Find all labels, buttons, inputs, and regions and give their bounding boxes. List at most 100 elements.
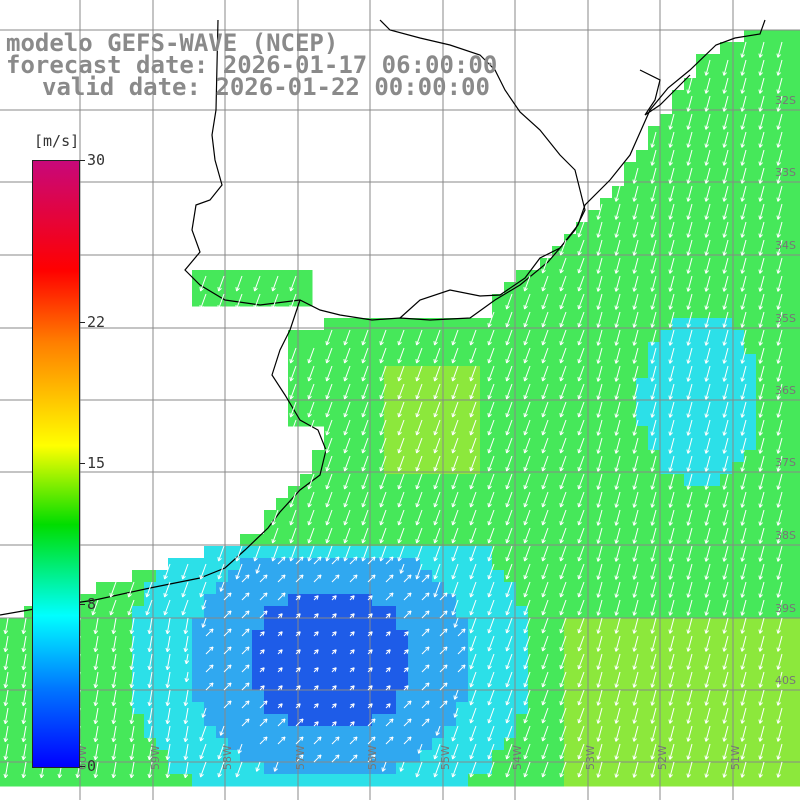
wind-arrow (271, 527, 279, 544)
wind-arrow (722, 689, 729, 706)
wind-cell (480, 594, 493, 607)
wind-cell (108, 666, 121, 679)
wind-cell (300, 546, 313, 559)
wind-arrow (740, 761, 747, 778)
wind-cell (228, 702, 241, 715)
wind-cell (528, 642, 541, 655)
wind-arrow (541, 599, 549, 616)
wind-cell (336, 618, 349, 631)
wind-cell (564, 378, 577, 391)
wind-arrow (505, 365, 513, 382)
wind-cell (516, 606, 529, 619)
wind-arrow (758, 77, 765, 94)
wind-arrow (451, 347, 459, 364)
wind-arrow (722, 455, 729, 472)
wind-arrow (397, 455, 405, 472)
wind-cell (600, 330, 613, 343)
wind-cell (672, 174, 685, 187)
wind-cell (84, 630, 97, 643)
wind-arrow (722, 95, 729, 112)
wind-cell (84, 678, 97, 691)
wind-arrow (740, 185, 747, 202)
wind-cell (528, 294, 541, 307)
wind-cell (468, 318, 481, 331)
wind-cell (792, 666, 800, 679)
wind-arrow (776, 77, 783, 94)
wind-arrow (758, 329, 765, 346)
wind-cell (756, 234, 769, 247)
wind-cell (456, 582, 469, 595)
wind-cell (420, 690, 433, 703)
wind-cell (444, 486, 457, 499)
wind-cell (792, 102, 800, 115)
wind-cell (204, 750, 217, 763)
wind-arrow (740, 725, 747, 742)
wind-cell (612, 486, 625, 499)
wind-cell (432, 390, 445, 403)
wind-arrow (614, 527, 621, 544)
wind-cell (564, 282, 577, 295)
wind-cell (408, 414, 421, 427)
wind-arrow (349, 595, 355, 601)
wind-cell (288, 618, 301, 631)
wind-arrow (596, 581, 603, 598)
wind-arrow (614, 455, 621, 472)
wind-arrow (686, 221, 693, 238)
wind-cell (168, 606, 181, 619)
wind-arrow (469, 617, 477, 634)
wind-arrow (469, 599, 477, 616)
wind-arrow (559, 347, 567, 364)
wind-cell (684, 162, 697, 175)
wind-arrow (421, 664, 430, 673)
wind-cell (336, 378, 349, 391)
wind-arrow (379, 347, 387, 364)
wind-cell (252, 654, 265, 667)
wind-cell (408, 354, 421, 367)
wind-cell (420, 462, 433, 475)
wind-cell (252, 582, 265, 595)
wind-cell (384, 366, 397, 379)
wind-arrow (223, 664, 232, 673)
wind-arrow (469, 545, 477, 562)
wind-cell (480, 618, 493, 631)
wind-cell (516, 498, 529, 511)
wind-arrow (349, 574, 358, 583)
wind-arrow (632, 275, 639, 292)
wind-cell (480, 690, 493, 703)
wind-arrow (614, 725, 621, 742)
wind-cell (744, 246, 757, 259)
wind-cell (564, 390, 577, 403)
wind-cell (264, 582, 277, 595)
wind-arrow (21, 689, 27, 707)
wind-cell (744, 510, 757, 523)
wind-cell (756, 270, 769, 283)
wind-cell (792, 318, 800, 331)
wind-arrow (686, 95, 693, 112)
wind-arrow (559, 311, 567, 328)
wind-arrow (650, 545, 657, 562)
wind-cell (336, 678, 349, 691)
wind-cell (780, 138, 793, 151)
wind-cell (636, 462, 649, 475)
wind-cell (120, 630, 133, 643)
wind-cell (384, 390, 397, 403)
wind-cell (192, 594, 205, 607)
wind-arrow (403, 592, 412, 601)
wind-cell (336, 330, 349, 343)
wind-cell (156, 750, 169, 763)
wind-cell (120, 582, 133, 595)
wind-cell (408, 450, 421, 463)
wind-cell (576, 750, 589, 763)
wind-cell (240, 546, 253, 559)
wind-cell (672, 582, 685, 595)
wind-arrow (361, 419, 369, 436)
wind-cell (672, 678, 685, 691)
wind-cell (636, 702, 649, 715)
wind-arrow (541, 401, 549, 418)
lat-label: 37S (775, 456, 796, 469)
wind-cell (204, 294, 217, 307)
wind-cell (444, 702, 457, 715)
wind-arrow (577, 491, 585, 508)
wind-cell (360, 498, 373, 511)
wind-cell (456, 666, 469, 679)
